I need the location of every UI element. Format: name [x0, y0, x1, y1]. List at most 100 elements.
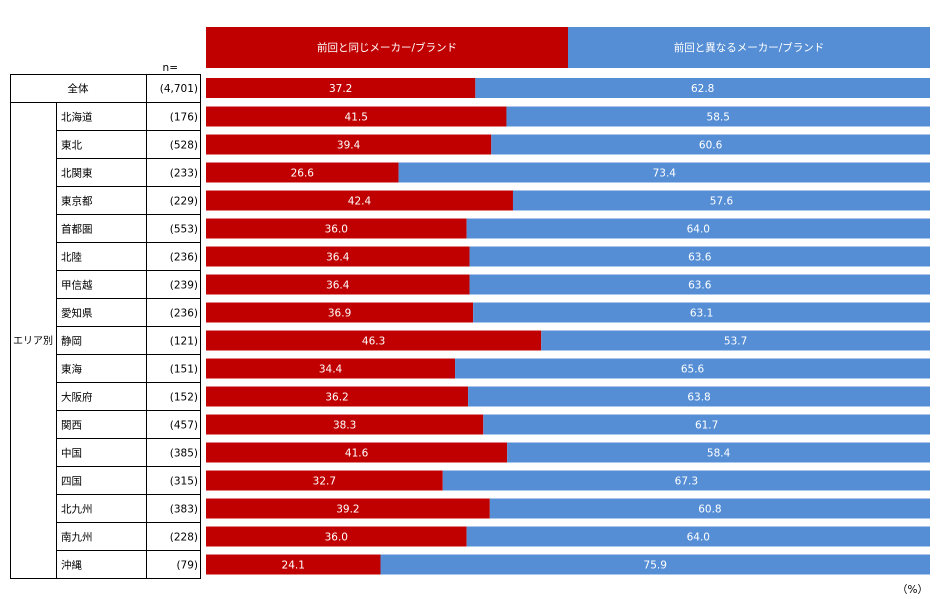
region-bar-value-label-different: 65.6 [681, 364, 705, 376]
region-bar-segment-different [442, 470, 930, 491]
region-bar-value-label-different: 58.4 [707, 448, 731, 460]
region-bar-value-label-different: 58.5 [707, 112, 730, 124]
region-bar-segment-different [468, 386, 930, 407]
region-n: (236) [170, 308, 198, 320]
region-bar-segment-same [206, 498, 490, 519]
region-bar-segment-different [512, 190, 930, 211]
region-bar-value-label-same: 32.7 [313, 476, 336, 488]
region-n: (152) [170, 392, 198, 404]
region-bar-segment-same [206, 134, 492, 155]
region-label: 関西 [61, 420, 82, 432]
n-header: n= [163, 62, 178, 74]
region-n: (385) [170, 448, 198, 460]
region-label: 北関東 [61, 167, 93, 180]
bars: 37.2 62.8 41.5 58.5 39.4 60.6 26.6 73.4 42.4 57.6… [206, 78, 931, 575]
region-rows: 北海道 (176) 東北 (528) 北関東 (233) 東京都 (229) 首都圏 (553) 北… [56, 111, 201, 572]
region-bar-value-label-same: 39.4 [337, 140, 361, 152]
region-bar-value-label-different: 64.0 [687, 224, 710, 236]
region-bar-segment-different [398, 162, 931, 183]
region-bar-value-label-different: 67.3 [675, 476, 698, 488]
region-n: (457) [170, 420, 198, 432]
region-bar-segment-different [473, 302, 930, 323]
total-bar-value-label-different: 62.8 [691, 83, 714, 95]
region-label: 北海道 [61, 111, 93, 124]
region-bar-value-label-same: 36.0 [325, 224, 348, 236]
region-label: 首都圏 [61, 223, 93, 236]
region-n: (383) [170, 504, 198, 516]
total-bar-segment-same [206, 78, 476, 98]
region-bar-segment-same [206, 330, 542, 351]
region-bar-segment-different [455, 358, 930, 379]
region-bar-segment-same [206, 526, 467, 547]
region-bar-value-label-same: 38.3 [333, 420, 356, 432]
region-bar-value-label-different: 73.4 [653, 168, 677, 180]
region-bar-value-label-different: 63.8 [687, 392, 710, 404]
region-bar-value-label-different: 53.7 [724, 336, 747, 348]
total-row: 全体 (4,701) [68, 82, 199, 95]
region-n: (121) [170, 336, 198, 348]
region-bar-segment-same [206, 302, 474, 323]
region-bar-segment-different [466, 218, 930, 239]
legend-label-different: 前回と異なるメーカー/ブランド [674, 41, 825, 54]
region-label: 南九州 [61, 531, 93, 544]
total-label: 全体 [68, 82, 89, 95]
region-label: 甲信越 [61, 279, 93, 292]
region-n: (228) [170, 532, 198, 544]
region-bar-value-label-same: 24.1 [282, 560, 305, 572]
region-bar-value-label-different: 63.6 [688, 280, 712, 292]
region-bar-segment-different [469, 274, 930, 295]
region-bar-segment-different [491, 134, 930, 155]
region-bar-value-label-same: 36.4 [326, 252, 350, 264]
region-bar-value-label-different: 75.9 [644, 560, 667, 572]
region-bar-segment-same [206, 274, 470, 295]
region-n: (239) [170, 280, 198, 292]
region-bar-segment-different [469, 246, 930, 267]
region-bar-value-label-different: 61.7 [695, 420, 718, 432]
unit-label: （%） [897, 584, 928, 596]
region-label: 四国 [61, 476, 82, 488]
region-n: (553) [170, 224, 198, 236]
region-bar-value-label-same: 41.6 [345, 448, 369, 460]
region-bar-segment-same [206, 190, 513, 211]
region-bar-value-label-same: 36.9 [328, 308, 351, 320]
region-bar-segment-same [206, 442, 508, 463]
region-label: 北九州 [61, 504, 93, 516]
region-bar-value-label-different: 60.6 [699, 140, 723, 152]
region-bar-segment-different [483, 414, 930, 435]
region-label: 大阪府 [61, 391, 93, 404]
region-bar-segment-different [506, 106, 930, 127]
region-bar-segment-different [489, 498, 930, 519]
region-label: 東京都 [61, 195, 93, 208]
region-bar-segment-different [466, 526, 930, 547]
legend-swatch-same [206, 27, 568, 68]
region-bar-segment-same [206, 358, 456, 379]
region-bar-value-label-same: 46.3 [362, 336, 385, 348]
region-bar-value-label-different: 63.6 [688, 252, 712, 264]
region-n: (233) [170, 168, 198, 180]
region-bar-segment-same [206, 470, 443, 491]
region-bar-segment-different [380, 554, 930, 575]
region-label: 沖縄 [61, 559, 82, 572]
total-bar-segment-different [475, 78, 930, 98]
region-label: 北陸 [61, 251, 82, 264]
region-n: (229) [170, 196, 198, 208]
region-bar-value-label-same: 34.4 [319, 364, 343, 376]
group-label: エリア別 [13, 335, 53, 347]
region-bar-segment-same [206, 162, 399, 183]
region-bar-value-label-different: 57.6 [710, 196, 734, 208]
region-n: (176) [170, 112, 198, 124]
region-bar-segment-same [206, 414, 484, 435]
region-bar-value-label-same: 26.6 [291, 168, 315, 180]
legend-label-same: 前回と同じメーカー/ブランド [317, 41, 457, 54]
region-n: (151) [170, 364, 198, 376]
region-bar-segment-different [541, 330, 930, 351]
region-bar-value-label-same: 36.4 [326, 280, 350, 292]
region-n: (79) [176, 560, 198, 572]
region-bar-value-label-different: 60.8 [698, 504, 721, 516]
region-label: 東海 [61, 363, 82, 376]
region-bar-segment-same [206, 218, 467, 239]
region-label: 中国 [61, 447, 82, 460]
region-n: (528) [170, 140, 198, 152]
region-bar-value-label-same: 42.4 [348, 196, 372, 208]
